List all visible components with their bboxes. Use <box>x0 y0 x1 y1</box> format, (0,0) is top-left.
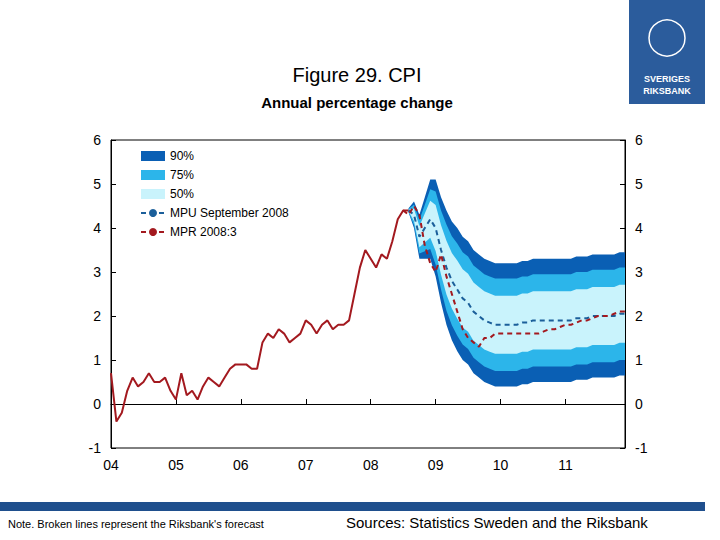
svg-text:5: 5 <box>635 176 643 192</box>
svg-text:-1: -1 <box>635 440 648 456</box>
svg-text:11: 11 <box>558 457 573 473</box>
svg-text:MPR 2008:3: MPR 2008:3 <box>170 225 237 239</box>
svg-text:06: 06 <box>233 457 249 473</box>
svg-text:Sources: Statistics Sweden and: Sources: Statistics Sweden and the Riksb… <box>346 514 648 531</box>
svg-text:3: 3 <box>93 264 101 280</box>
svg-text:1: 1 <box>93 352 101 368</box>
svg-text:10: 10 <box>493 457 509 473</box>
svg-text:3: 3 <box>635 264 643 280</box>
svg-text:RIKSBANK: RIKSBANK <box>643 86 691 96</box>
svg-text:05: 05 <box>168 457 184 473</box>
svg-text:50%: 50% <box>170 187 194 201</box>
svg-text:0: 0 <box>93 396 101 412</box>
svg-text:0: 0 <box>635 396 643 412</box>
svg-text:5: 5 <box>93 176 101 192</box>
svg-text:Annual percentage change: Annual percentage change <box>261 94 453 111</box>
svg-text:6: 6 <box>635 132 643 148</box>
svg-text:SVERIGES: SVERIGES <box>644 74 690 84</box>
svg-text:MPU September 2008: MPU September 2008 <box>170 206 289 220</box>
svg-text:09: 09 <box>428 457 444 473</box>
svg-text:75%: 75% <box>170 168 194 182</box>
svg-text:08: 08 <box>363 457 379 473</box>
svg-text:4: 4 <box>93 220 101 236</box>
svg-text:2: 2 <box>635 308 643 324</box>
svg-text:07: 07 <box>298 457 314 473</box>
svg-text:90%: 90% <box>170 149 194 163</box>
svg-text:6: 6 <box>93 132 101 148</box>
svg-text:2: 2 <box>93 308 101 324</box>
svg-text:04: 04 <box>103 457 119 473</box>
svg-text:1: 1 <box>635 352 643 368</box>
svg-text:Figure 29. CPI: Figure 29. CPI <box>293 64 422 86</box>
svg-text:Note. Broken lines represent t: Note. Broken lines represent the Riksban… <box>8 518 264 530</box>
svg-text:-1: -1 <box>89 440 102 456</box>
svg-text:4: 4 <box>635 220 643 236</box>
